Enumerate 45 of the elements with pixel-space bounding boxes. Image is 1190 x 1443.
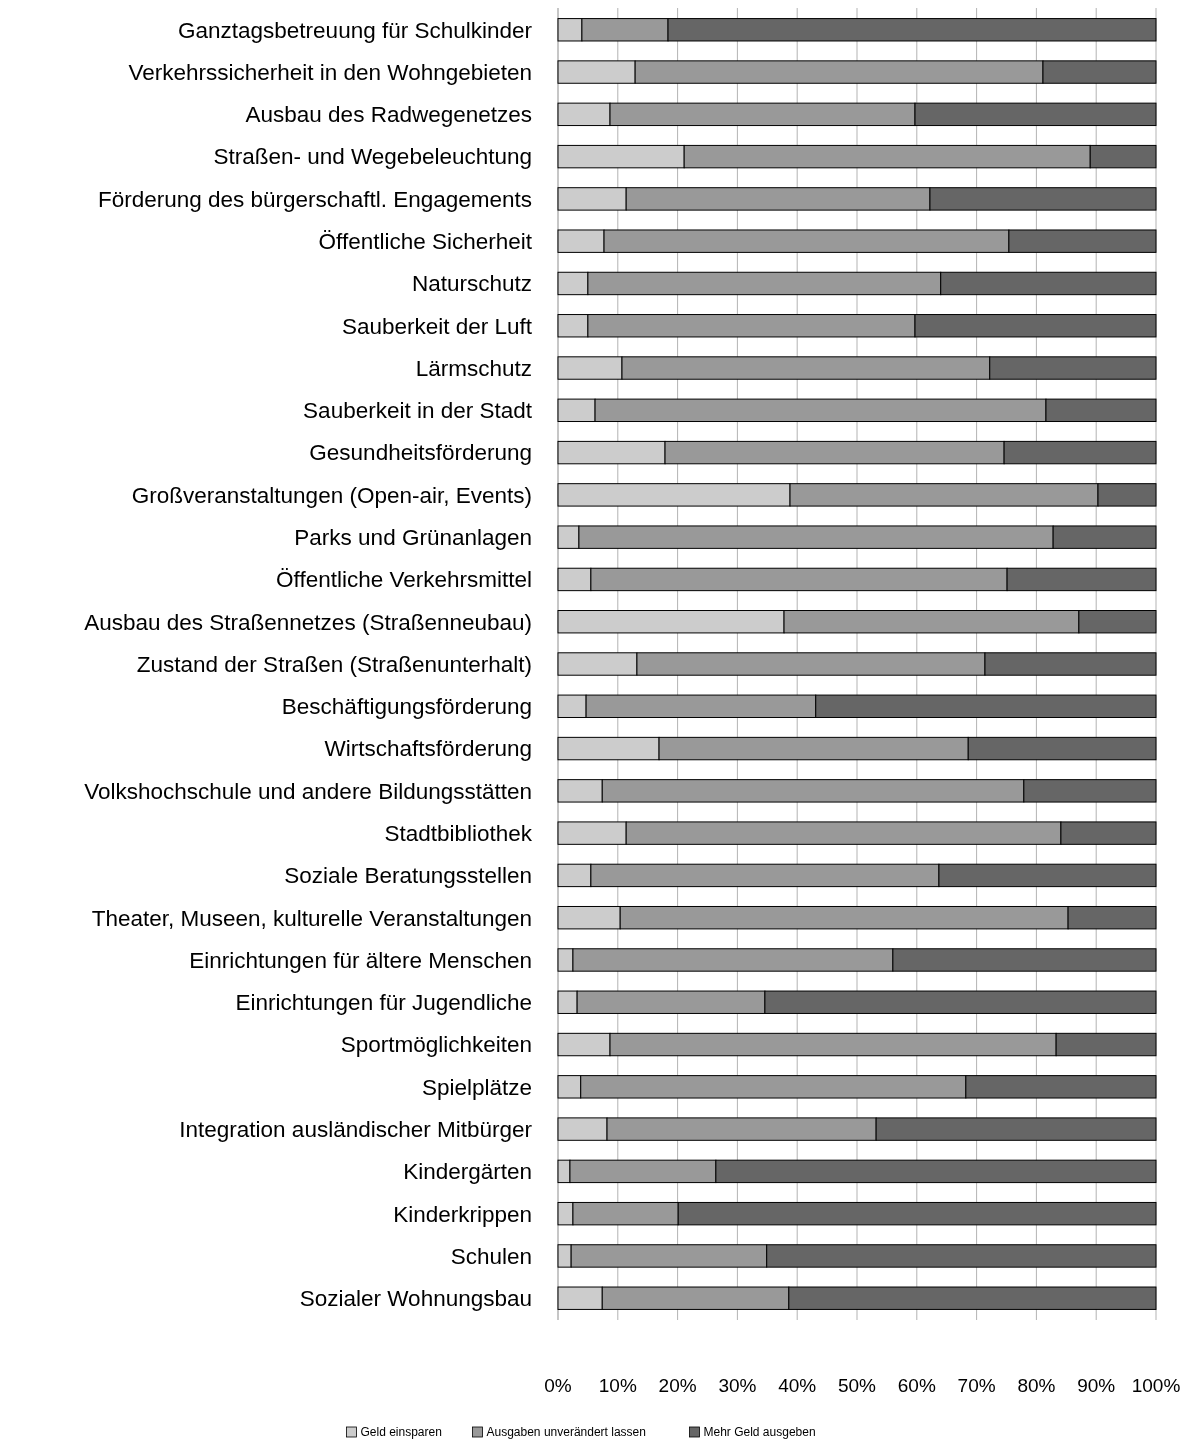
x-tick-label: 40% (778, 1375, 817, 1396)
y-tick-label: Einrichtungen für ältere Menschen (189, 947, 532, 973)
y-tick-label: Sauberkeit in der Stadt (303, 398, 533, 424)
y-tick-label: Soziale Beratungsstellen (284, 863, 532, 889)
x-tick-label: 0% (544, 1375, 572, 1396)
y-tick-label: Einrichtungen für Jugendliche (235, 990, 532, 1016)
y-tick-label: Sauberkeit der Luft (341, 313, 533, 339)
y-tick-label: Großveranstaltungen (Open-air, Events) (131, 482, 532, 508)
x-tick-label: 50% (837, 1375, 877, 1396)
y-tick-label: Volkshochschule und andere Bildungsstätten (84, 778, 532, 804)
y-tick-label: Zustand der Straßen (Straßenunterhalt) (136, 651, 532, 677)
y-tick-label: Kindergärten (403, 1159, 532, 1185)
y-tick-label: Verkehrssicherheit in den Wohngebieten (128, 59, 532, 85)
y-tick-label: Ganztagsbetreuung für Schulkinder (178, 17, 533, 43)
x-tick-label: 80% (1017, 1375, 1056, 1396)
y-tick-label: Parks und Grünanlagen (294, 525, 532, 551)
y-tick-label: Gesundheitsförderung (309, 440, 532, 466)
y-tick-label: Schulen (450, 1243, 532, 1269)
y-tick-label: Integration ausländischer Mitbürger (179, 1116, 533, 1142)
legend-label: Mehr Geld ausgeben (703, 1425, 816, 1439)
y-tick-label: Straßen- und Wegebeleuchtung (213, 144, 532, 170)
y-tick-label: Lärmschutz (415, 355, 532, 381)
x-tick-label: 20% (658, 1375, 697, 1396)
x-tick-label: 90% (1077, 1375, 1116, 1396)
y-tick-label: Förderung des bürgerschaftl. Engagements (97, 186, 532, 212)
y-tick-label: Wirtschaftsförderung (324, 736, 532, 762)
y-tick-label: Ausbau des Straßennetzes (Straßenneubau) (84, 609, 532, 635)
y-tick-label: Öffentliche Verkehrsmittel (276, 567, 532, 593)
x-tick-label: 30% (718, 1375, 757, 1396)
y-tick-label: Stadtbibliothek (384, 821, 533, 846)
y-tick-label: Theater, Museen, kulturelle Veranstaltungen (91, 905, 532, 931)
y-tick-label: Sportmöglichkeiten (340, 1032, 532, 1058)
y-tick-label: Naturschutz (411, 271, 532, 297)
x-tick-label: 10% (598, 1375, 637, 1396)
legend-label: Ausgaben unverändert lassen (486, 1425, 646, 1439)
x-tick-label: 100% (1131, 1375, 1181, 1396)
legend-label: Geld einsparen (360, 1425, 442, 1439)
y-tick-label: Sozialer Wohnungsbau (299, 1286, 532, 1312)
y-tick-label: Öffentliche Sicherheit (318, 229, 533, 255)
y-tick-label: Ausbau des Radwegenetzes (245, 102, 532, 128)
x-tick-label: 70% (957, 1375, 996, 1396)
y-tick-label: Spielplätze (421, 1074, 532, 1100)
x-tick-label: 60% (897, 1375, 936, 1396)
y-tick-label: Kinderkrippen (393, 1201, 532, 1227)
y-tick-label: Beschäftigungsförderung (281, 694, 532, 720)
